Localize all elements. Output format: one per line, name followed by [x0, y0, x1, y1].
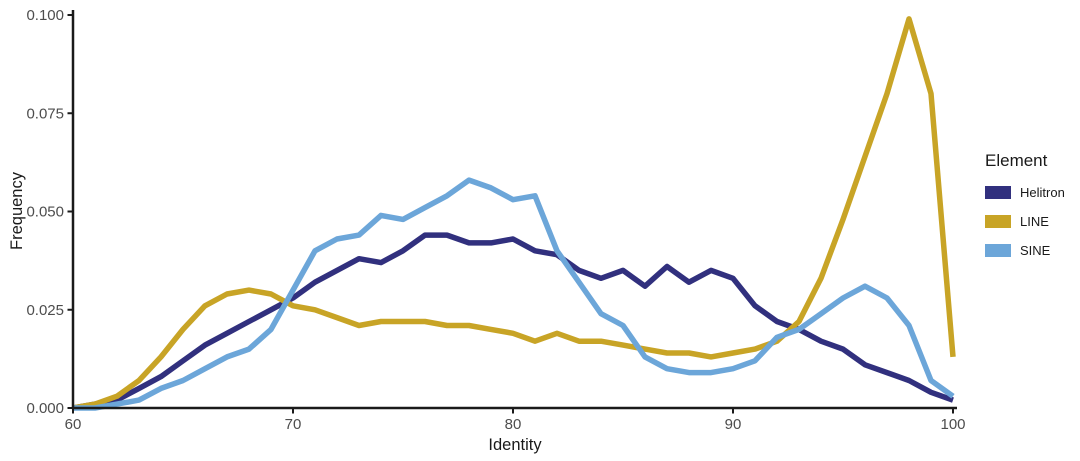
sine-color-swatch — [985, 243, 1011, 257]
axis-layer: 60 70 80 90 100 0.000 0.025 0.050 0.075 0.100 — [26, 7, 965, 433]
legend-label-line: LINE — [1020, 213, 1049, 229]
y-tick-label: 0.050 — [26, 204, 64, 221]
legend-label-sine: SINE — [1020, 242, 1051, 258]
legend: Element Helitron LINE SINE — [985, 151, 1080, 272]
y-tick-label: 0.100 — [26, 7, 64, 24]
y-tick-label: 0.075 — [26, 105, 64, 122]
y-axis-title: Frequency — [8, 171, 26, 250]
series-line-helitron — [72, 232, 954, 411]
legend-item-line: LINE — [985, 213, 1080, 229]
x-tick-label: 60 — [65, 416, 82, 433]
series-line-line — [72, 16, 956, 411]
series-layer — [72, 16, 956, 411]
legend-title: Element — [985, 151, 1048, 170]
x-tick-label: 80 — [505, 416, 522, 433]
y-tick-label: 0.025 — [26, 302, 64, 319]
x-tick-label: 100 — [940, 416, 965, 433]
legend-item-helitron: Helitron — [985, 184, 1080, 200]
x-tick-label: 90 — [725, 416, 742, 433]
series-line-sine — [73, 177, 955, 411]
line-color-swatch — [985, 214, 1011, 228]
x-axis-title: Identity — [488, 436, 542, 454]
helitron-color-swatch — [985, 185, 1011, 199]
y-tick-label: 0.000 — [26, 400, 64, 417]
x-tick-label: 70 — [285, 416, 302, 433]
legend-label-helitron: Helitron — [1020, 184, 1065, 200]
legend-item-sine: SINE — [985, 242, 1080, 258]
